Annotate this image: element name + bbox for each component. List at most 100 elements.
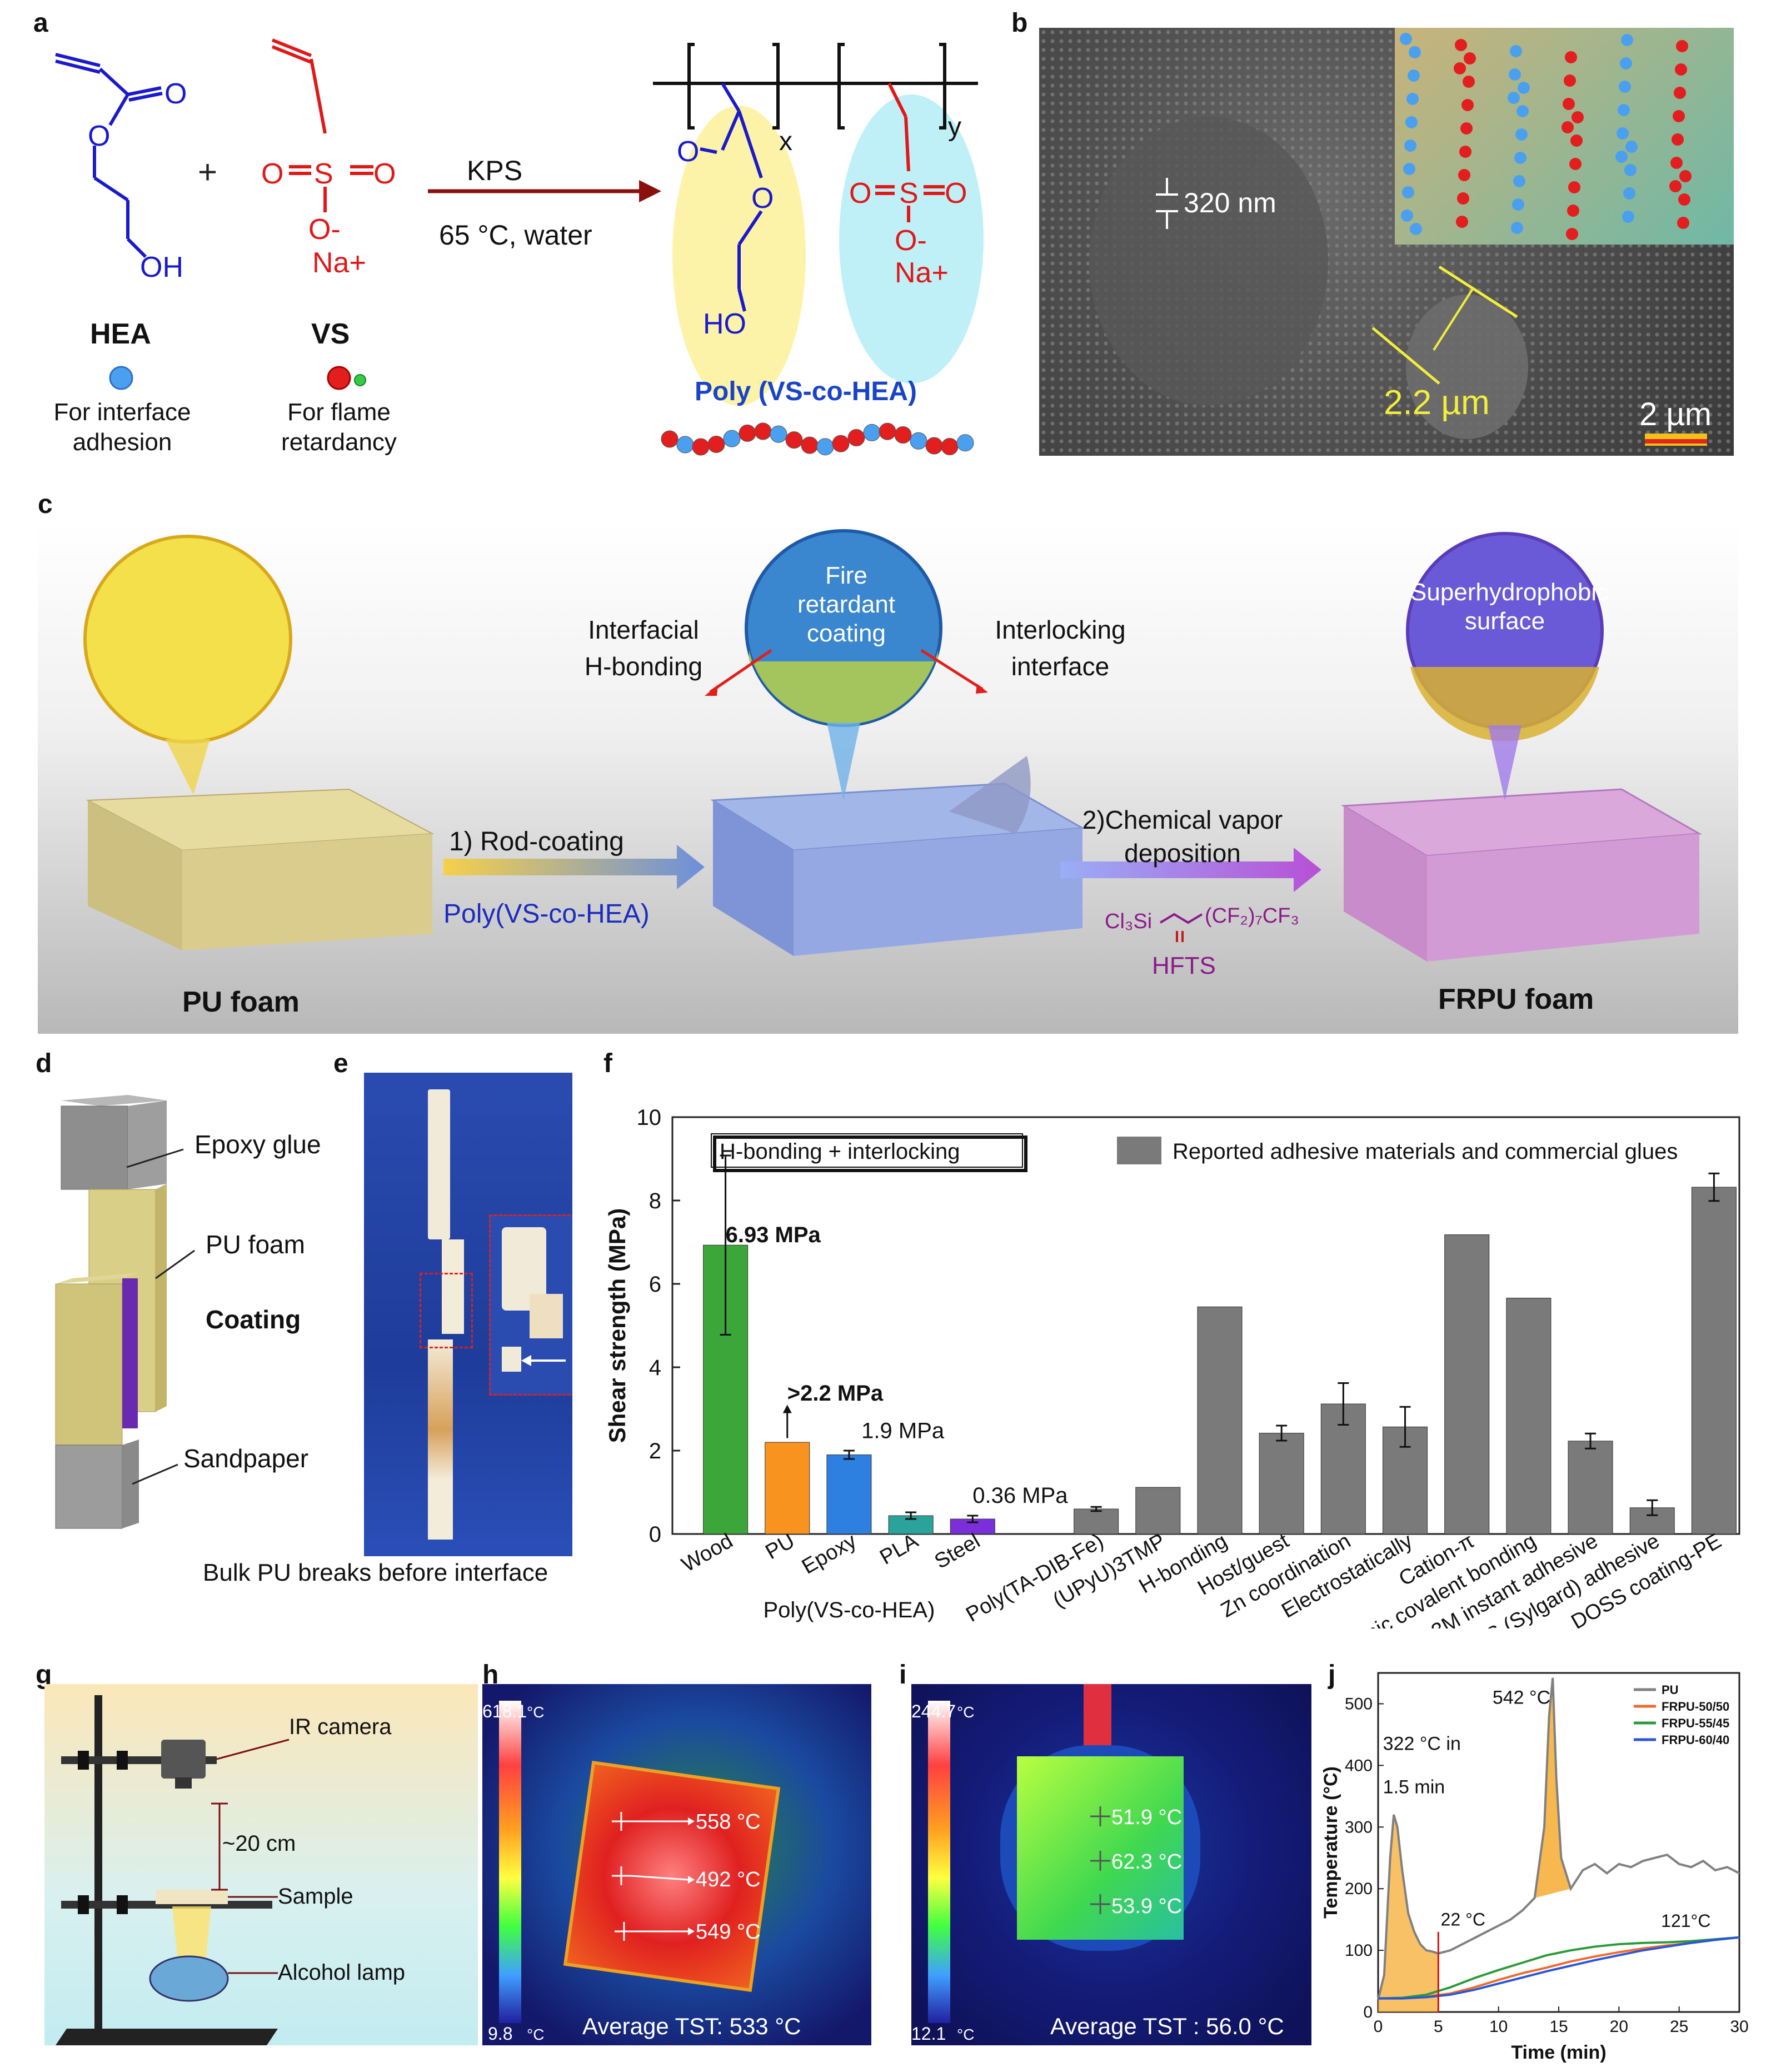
y-tick-label: 6: [649, 1272, 661, 1297]
vs-monomer-icon: [327, 366, 351, 390]
inset-bead: [1625, 141, 1638, 153]
inset-bead: [1459, 146, 1471, 158]
inset-bead: [1619, 81, 1631, 93]
panel-a: O O OH + S O O O- Na+ HEA VS KPS 65 °C, …: [0, 0, 1000, 478]
legend-left-box: [711, 1133, 1023, 1168]
inset-bead: [1677, 217, 1689, 229]
sodium-icon: [354, 374, 366, 386]
inset-bead: [1514, 152, 1526, 164]
x-tick-label: 25: [1670, 2018, 1688, 2036]
group-label: Poly(VS-co-HEA): [763, 1598, 935, 1622]
pu-peak-fill-2: [1534, 1677, 1571, 1898]
inset-bead: [1669, 180, 1682, 192]
hea-name: HEA: [90, 318, 151, 350]
inset-bead: [1457, 192, 1469, 205]
sample-icon: [156, 1890, 228, 1904]
inset-bead: [1572, 111, 1584, 123]
h-min-value: 9.8: [488, 2024, 512, 2044]
coating-label: Coating: [206, 1305, 301, 1334]
y-tick-label: 4: [649, 1356, 661, 1380]
chain-bead: [941, 438, 959, 456]
process-schematic: Cl₃Si (CF₂)₇CF₃ HFTS PU foam FRPU foam 1…: [83, 529, 1702, 1018]
panel-i-ir-image: 51.9 °C 62.3 °C 53.9 °C 244.7 °C 12.1 °C…: [911, 1684, 1311, 2045]
h-max-unit: °C: [527, 1704, 544, 1721]
inset-bead: [1458, 169, 1470, 181]
y-tick-label: 100: [1345, 1941, 1373, 1960]
panel-label-d: d: [36, 1049, 52, 1078]
product-ho-label: HO: [703, 308, 746, 340]
specimen-upper: [428, 1089, 450, 1239]
ir-camera-label: IR camera: [289, 1715, 392, 1739]
rod-coating-arrow: [443, 845, 705, 889]
hfts-formula-a: Cl₃Si: [1105, 910, 1152, 933]
inset-bead: [1565, 51, 1577, 63]
specimen-lower: [428, 1339, 453, 1540]
inset-bead: [1570, 135, 1583, 147]
chain-bead: [785, 431, 803, 449]
panel-label-i: i: [899, 1660, 907, 1690]
panel-d: Epoxy glue PU foam Coating Sandpaper: [33, 1084, 322, 1556]
panel-e-caption: Bulk PU breaks before interface: [203, 1559, 548, 1586]
pu-foam-label: PU foam: [206, 1230, 305, 1259]
legend-left-shadow: [713, 1135, 1027, 1172]
inset-bead: [1623, 187, 1635, 200]
ir-annotations-h: 558 °C 492 °C 549 °C 618.1 °C 9.8 °C Ave…: [482, 1701, 801, 2044]
panel-label-f: f: [603, 1049, 612, 1078]
coating-interface-band: [749, 650, 938, 725]
pu-foam-zoom-circle: [83, 535, 292, 744]
product-o2-label: O: [751, 182, 774, 215]
epoxy-grip-top: [61, 1105, 128, 1190]
bar: [765, 1442, 810, 1535]
sandpaper-grip: [55, 1445, 123, 1529]
bar-annotation: >2.2 MPa: [787, 1381, 884, 1406]
series-line: [1377, 1677, 1740, 2000]
y-tick-label: 500: [1345, 1695, 1373, 1713]
coating-zoom-pointer: [827, 723, 860, 800]
inset-bead: [1405, 116, 1418, 128]
inset-bead: [1509, 68, 1521, 81]
product-ominus-label: O-: [895, 225, 927, 257]
sem-annotations: 320 nm 2.2 µm 2 µm: [1156, 178, 1712, 446]
specimen-joint: [442, 1239, 464, 1334]
y-tick-label: 200: [1345, 1880, 1373, 1898]
bar: [826, 1455, 872, 1535]
inset-bead: [1566, 228, 1578, 240]
inset-bead: [1410, 223, 1422, 235]
chain-bead: [676, 436, 694, 454]
hea-use-text: For interface adhesion: [53, 399, 191, 456]
sample-label: Sample: [278, 1884, 353, 1909]
coarse-domain-2: [1406, 295, 1528, 439]
vs-unit-highlight: [839, 94, 984, 383]
inset-bead: [1516, 105, 1529, 117]
legend-label: PU: [1662, 1683, 1679, 1697]
vs-s-label: S: [314, 158, 333, 190]
x-tick-label: 0: [1374, 2018, 1383, 2036]
inset-bead: [1617, 127, 1629, 140]
legend-label: FRPU-55/45: [1662, 1716, 1729, 1730]
i-point-1: 51.9 °C: [1111, 1806, 1182, 1829]
inset-bead: [1404, 140, 1416, 152]
bar-annotation: 6.93 MPa: [726, 1223, 821, 1247]
bar-annotation: 1.9 MPa: [861, 1419, 945, 1443]
x-tick-label: 20: [1610, 2018, 1628, 2036]
product-name: Poly (VS-co-HEA): [695, 377, 917, 406]
vs-o2-label: O: [373, 158, 396, 190]
inset-bead: [1621, 34, 1633, 46]
panel-label-c: c: [38, 490, 53, 519]
vs-name: VS: [311, 318, 350, 350]
x-tick-label: 5: [1434, 2018, 1443, 2036]
inset-bead: [1670, 157, 1683, 169]
alcohol-lamp-icon: [149, 1955, 229, 2002]
h-point-2: 492 °C: [696, 1868, 761, 1891]
frpu-zoom-pointer: [1488, 725, 1521, 800]
reagent-label: KPS: [467, 155, 522, 186]
legend-right-text: Reported adhesive materials and commerci…: [1173, 1139, 1678, 1164]
h-min-unit: °C: [527, 2026, 544, 2043]
panel-h-ir-image: 558 °C 492 °C 549 °C 618.1 °C 9.8 °C Ave…: [482, 1684, 871, 2045]
product-o-label: O: [677, 136, 699, 168]
y-tick-label: 10: [637, 1105, 662, 1130]
inset-bead: [1678, 193, 1690, 206]
coating-peel-flap: [949, 756, 1031, 834]
